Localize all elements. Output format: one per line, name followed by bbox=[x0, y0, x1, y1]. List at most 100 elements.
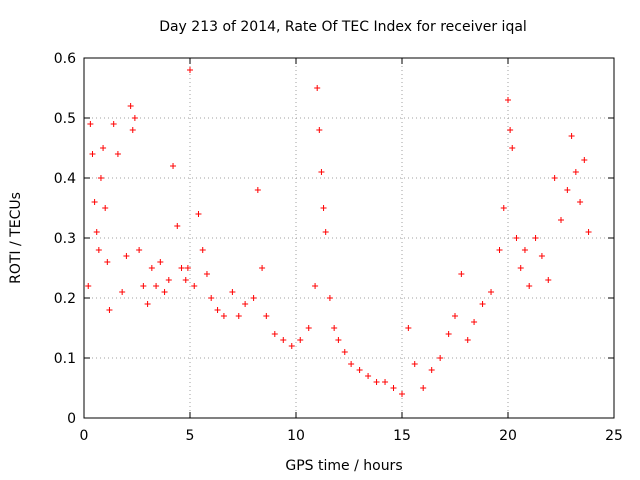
data-point bbox=[428, 367, 435, 373]
data-point bbox=[91, 199, 98, 205]
y-axis-label: ROTI / TECUs bbox=[8, 192, 24, 284]
y-tick-label: 0.5 bbox=[54, 111, 76, 127]
data-point bbox=[100, 145, 107, 151]
data-point bbox=[131, 115, 138, 121]
data-point bbox=[263, 313, 270, 319]
data-point bbox=[471, 319, 478, 325]
data-point bbox=[297, 337, 304, 343]
data-point bbox=[87, 121, 94, 127]
data-point bbox=[551, 175, 558, 181]
data-point bbox=[104, 259, 111, 265]
data-point bbox=[365, 373, 372, 379]
data-point bbox=[242, 301, 249, 307]
data-point bbox=[93, 229, 100, 235]
data-point bbox=[178, 265, 185, 271]
data-point bbox=[85, 283, 92, 289]
data-point bbox=[558, 217, 564, 223]
data-point bbox=[170, 163, 177, 169]
data-point bbox=[532, 235, 539, 241]
x-tick-label: 10 bbox=[287, 428, 305, 444]
data-point bbox=[382, 379, 389, 385]
data-point bbox=[214, 307, 221, 313]
data-point bbox=[187, 67, 193, 73]
data-point bbox=[545, 277, 552, 283]
data-point bbox=[517, 265, 524, 271]
y-tick-label: 0 bbox=[67, 411, 76, 427]
data-point bbox=[316, 127, 323, 133]
data-point bbox=[140, 283, 147, 289]
data-point bbox=[568, 133, 575, 139]
data-point bbox=[148, 265, 155, 271]
data-point bbox=[445, 331, 452, 337]
data-point bbox=[165, 277, 172, 283]
data-point bbox=[271, 331, 278, 337]
data-point bbox=[250, 295, 257, 301]
data-point bbox=[203, 271, 210, 277]
data-point bbox=[97, 175, 104, 181]
data-point bbox=[89, 151, 96, 157]
x-axis-label: GPS time / hours bbox=[285, 458, 402, 474]
data-point bbox=[411, 361, 418, 367]
data-point bbox=[280, 337, 287, 343]
data-point bbox=[500, 205, 507, 211]
data-point bbox=[322, 229, 329, 235]
data-point bbox=[153, 283, 160, 289]
data-point bbox=[399, 391, 405, 397]
data-point bbox=[496, 247, 503, 253]
data-point bbox=[507, 127, 514, 133]
data-point bbox=[259, 265, 266, 271]
data-point bbox=[254, 187, 261, 193]
data-point bbox=[127, 103, 134, 109]
data-point bbox=[110, 121, 117, 127]
data-point bbox=[479, 301, 486, 307]
data-point bbox=[114, 151, 121, 157]
data-point bbox=[119, 289, 126, 295]
data-point bbox=[305, 325, 312, 331]
data-point bbox=[577, 199, 584, 205]
data-point bbox=[521, 247, 528, 253]
data-point bbox=[191, 283, 198, 289]
data-point bbox=[509, 145, 516, 151]
y-tick-label: 0.1 bbox=[54, 351, 76, 367]
data-point bbox=[452, 313, 458, 319]
data-point bbox=[585, 229, 592, 235]
data-point bbox=[464, 337, 471, 343]
data-point bbox=[182, 277, 189, 283]
data-point bbox=[331, 325, 338, 331]
data-point bbox=[526, 283, 533, 289]
x-tick-label: 20 bbox=[499, 428, 517, 444]
data-points bbox=[85, 67, 592, 397]
data-point bbox=[348, 361, 355, 367]
axis-ticks bbox=[83, 57, 615, 419]
data-point bbox=[318, 169, 325, 175]
data-point bbox=[320, 205, 327, 211]
data-point bbox=[356, 367, 363, 373]
data-point bbox=[199, 247, 206, 253]
data-point bbox=[538, 253, 545, 259]
data-point bbox=[235, 313, 242, 319]
data-point bbox=[288, 343, 295, 349]
data-point bbox=[341, 349, 348, 355]
data-point bbox=[220, 313, 227, 319]
data-point bbox=[564, 187, 571, 193]
data-point bbox=[326, 295, 333, 301]
data-point bbox=[102, 205, 109, 211]
data-point bbox=[572, 169, 579, 175]
data-point bbox=[123, 253, 130, 259]
data-point bbox=[144, 301, 151, 307]
data-point bbox=[157, 259, 164, 265]
data-point bbox=[373, 379, 380, 385]
data-point bbox=[106, 307, 113, 313]
y-tick-labels: 0 0.1 0.2 0.3 0.4 0.5 0.6 bbox=[54, 51, 76, 427]
y-tick-label: 0.4 bbox=[54, 171, 76, 187]
data-point bbox=[208, 295, 215, 301]
data-point bbox=[229, 289, 236, 295]
x-tick-labels: 0 5 10 15 20 25 bbox=[80, 428, 623, 444]
data-point bbox=[488, 289, 495, 295]
y-tick-label: 0.2 bbox=[54, 291, 76, 307]
chart-title: Day 213 of 2014, Rate Of TEC Index for r… bbox=[159, 19, 527, 35]
data-point bbox=[513, 235, 520, 241]
data-point bbox=[505, 97, 511, 103]
data-point bbox=[129, 127, 136, 133]
y-tick-label: 0.3 bbox=[54, 231, 76, 247]
